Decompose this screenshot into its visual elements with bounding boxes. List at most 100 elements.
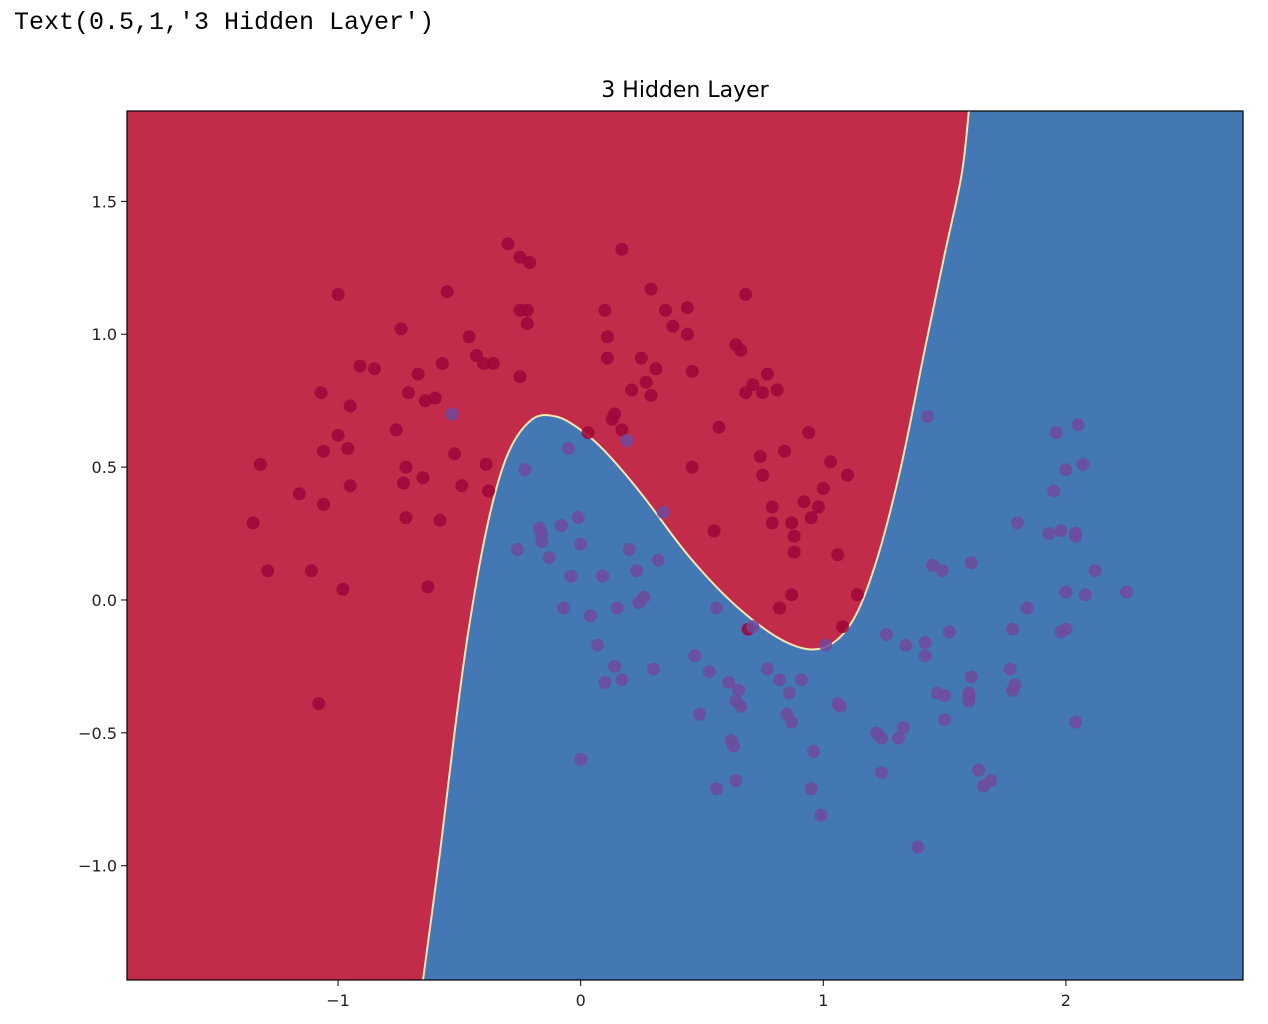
data-point-class-0 <box>644 282 658 296</box>
data-point-class-0 <box>739 287 753 301</box>
data-point-class-0 <box>785 516 799 530</box>
data-point-class-1 <box>921 410 935 424</box>
data-point-class-1 <box>1088 564 1102 578</box>
data-point-class-1 <box>773 673 787 687</box>
data-point-class-1 <box>542 551 556 564</box>
x-tick-label: −1 <box>326 991 350 1010</box>
data-point-class-0 <box>761 367 774 381</box>
data-point-class-1 <box>554 519 568 533</box>
data-point-class-1 <box>693 707 707 721</box>
plot-frame <box>126 110 1244 981</box>
data-point-class-1 <box>807 745 821 758</box>
data-point-class-0 <box>292 487 306 501</box>
data-point-class-0 <box>824 455 838 469</box>
data-point-class-0 <box>785 588 799 602</box>
cell-output-text: Text(0.5,1,'3 Hidden Layer') <box>14 8 435 37</box>
data-point-class-0 <box>368 362 381 376</box>
data-point-class-0 <box>639 375 653 389</box>
data-point-class-0 <box>448 447 461 461</box>
data-point-class-0 <box>513 250 527 264</box>
data-point-class-1 <box>1010 516 1024 530</box>
data-point-class-1 <box>620 434 634 447</box>
data-point-class-1 <box>1059 622 1073 636</box>
data-point-class-1 <box>1069 529 1083 543</box>
data-point-class-0 <box>804 511 818 525</box>
data-point-class-0 <box>411 367 425 381</box>
data-point-class-0 <box>600 351 614 365</box>
data-point-class-0 <box>389 423 403 437</box>
data-point-class-0 <box>513 303 527 317</box>
data-point-class-0 <box>816 481 830 495</box>
data-point-class-1 <box>610 601 624 615</box>
data-point-class-0 <box>802 426 816 440</box>
data-point-class-1 <box>746 620 760 634</box>
data-point-class-0 <box>317 497 330 511</box>
data-point-class-1 <box>518 463 532 477</box>
data-point-class-0 <box>343 399 357 413</box>
data-point-class-1 <box>596 569 609 583</box>
data-point-class-0 <box>797 495 811 509</box>
data-point-class-0 <box>314 386 328 400</box>
data-point-class-0 <box>666 319 680 333</box>
data-point-class-1 <box>782 686 796 700</box>
y-tick-label: −1.0 <box>78 857 117 876</box>
data-point-class-0 <box>462 330 476 344</box>
data-point-class-0 <box>261 564 275 578</box>
data-point-class-0 <box>482 484 495 498</box>
data-point-class-1 <box>875 731 888 745</box>
data-point-class-0 <box>394 322 408 336</box>
data-point-class-1 <box>564 569 578 583</box>
data-point-class-1 <box>911 840 925 854</box>
data-point-class-0 <box>778 444 791 458</box>
data-point-class-0 <box>685 460 699 474</box>
data-point-class-1 <box>622 543 636 556</box>
data-point-class-0 <box>680 301 694 315</box>
data-point-class-1 <box>511 543 525 556</box>
data-point-class-0 <box>397 476 411 490</box>
data-point-class-1 <box>875 766 888 780</box>
data-point-class-0 <box>770 383 784 397</box>
data-point-class-1 <box>615 673 629 687</box>
data-point-class-1 <box>935 564 949 578</box>
data-point-class-1 <box>630 564 643 578</box>
data-point-class-1 <box>892 731 905 745</box>
data-point-class-0 <box>841 468 854 482</box>
data-point-class-1 <box>1078 588 1092 602</box>
data-point-class-0 <box>520 317 534 331</box>
data-point-class-0 <box>707 524 721 538</box>
y-tick-label: 0.0 <box>92 591 117 610</box>
data-point-class-1 <box>574 752 588 766</box>
data-point-class-0 <box>836 620 850 634</box>
data-point-class-1 <box>729 774 743 788</box>
data-point-class-1 <box>656 505 670 519</box>
data-point-class-1 <box>731 683 745 697</box>
data-point-class-1 <box>819 638 833 652</box>
data-point-class-0 <box>649 362 663 376</box>
data-point-class-0 <box>435 357 449 370</box>
data-point-class-1 <box>964 670 978 684</box>
data-point-class-1 <box>926 558 939 572</box>
data-point-class-1 <box>1059 585 1073 599</box>
data-point-class-1 <box>942 625 956 639</box>
data-point-class-1 <box>562 442 575 455</box>
data-point-class-1 <box>1008 678 1022 692</box>
scatter-points <box>246 237 1133 854</box>
data-point-class-0 <box>600 330 614 344</box>
data-point-class-0 <box>513 370 527 384</box>
data-point-class-0 <box>615 242 629 256</box>
data-point-class-1 <box>964 556 978 570</box>
data-point-class-1 <box>918 649 932 663</box>
data-point-class-1 <box>1047 484 1061 498</box>
data-point-class-0 <box>312 697 326 711</box>
class-0-region <box>127 111 969 980</box>
data-point-class-1 <box>445 407 459 421</box>
data-point-class-0 <box>399 460 413 474</box>
x-axis: −1 0 1 2 <box>326 980 1071 1010</box>
data-point-class-1 <box>651 553 665 567</box>
data-point-class-0 <box>341 442 355 455</box>
data-point-class-0 <box>756 468 770 482</box>
data-point-class-1 <box>1020 601 1034 615</box>
x-tick-label: 0 <box>576 991 586 1010</box>
data-point-class-0 <box>331 287 345 301</box>
